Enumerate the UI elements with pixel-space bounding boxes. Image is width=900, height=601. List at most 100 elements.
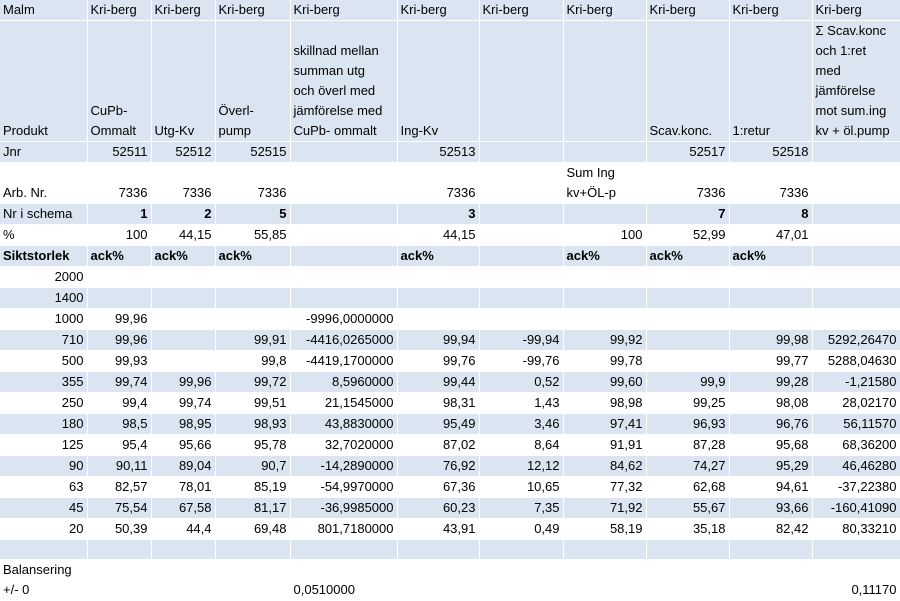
table-cell[interactable]: [646, 350, 730, 372]
table-cell[interactable]: 1: [87, 203, 152, 225]
table-cell[interactable]: 52513: [397, 141, 480, 163]
table-cell[interactable]: [290, 224, 398, 246]
table-cell[interactable]: -37,22380: [812, 476, 900, 498]
table-cell[interactable]: -14,2890000: [290, 455, 398, 477]
sieve-size[interactable]: 2000: [0, 266, 88, 288]
table-cell[interactable]: [290, 539, 398, 560]
table-cell[interactable]: Kri-berg: [812, 0, 900, 21]
table-cell[interactable]: [151, 559, 216, 601]
table-cell[interactable]: 99,74: [151, 392, 216, 414]
table-cell[interactable]: 89,04: [151, 455, 216, 477]
row-label[interactable]: %: [0, 224, 88, 246]
table-cell[interactable]: 67,58: [151, 497, 216, 519]
table-cell[interactable]: 97,41: [563, 413, 647, 435]
table-cell[interactable]: 62,68: [646, 476, 730, 498]
column-header[interactable]: Scav.konc.: [646, 20, 730, 142]
column-header[interactable]: skillnad mellan summan utg och överl med…: [290, 20, 398, 142]
column-header[interactable]: [563, 20, 647, 142]
table-cell[interactable]: [479, 203, 564, 225]
table-cell[interactable]: [563, 308, 647, 330]
table-cell[interactable]: [215, 308, 291, 330]
table-cell[interactable]: 99,28: [729, 371, 813, 393]
table-cell[interactable]: 99,4: [87, 392, 152, 414]
table-cell[interactable]: 99,91: [215, 329, 291, 351]
table-cell[interactable]: Kri-berg: [563, 0, 647, 21]
table-cell[interactable]: 82,57: [87, 476, 152, 498]
table-cell[interactable]: [87, 559, 152, 601]
table-cell[interactable]: 68,36200: [812, 434, 900, 456]
table-cell[interactable]: 99,76: [397, 350, 480, 372]
table-cell[interactable]: 56,11570: [812, 413, 900, 435]
table-cell[interactable]: [151, 266, 216, 288]
table-cell[interactable]: Kri-berg: [479, 0, 564, 21]
row-label[interactable]: Siktstorlek: [0, 245, 88, 267]
table-cell[interactable]: [812, 245, 900, 267]
table-cell[interactable]: 44,15: [397, 224, 480, 246]
table-cell[interactable]: 95,49: [397, 413, 480, 435]
table-cell[interactable]: Kri-berg: [646, 0, 730, 21]
table-cell[interactable]: 0,0510000: [290, 559, 398, 601]
table-cell[interactable]: 12,12: [479, 455, 564, 477]
table-cell[interactable]: [563, 266, 647, 288]
table-cell[interactable]: [290, 287, 398, 309]
table-cell[interactable]: [215, 559, 291, 601]
table-cell[interactable]: 95,29: [729, 455, 813, 477]
table-cell[interactable]: [151, 329, 216, 351]
table-cell[interactable]: [563, 539, 647, 560]
table-cell[interactable]: 85,19: [215, 476, 291, 498]
table-cell[interactable]: 96,93: [646, 413, 730, 435]
table-cell[interactable]: 99,51: [215, 392, 291, 414]
table-cell[interactable]: -54,9970000: [290, 476, 398, 498]
sieve-size[interactable]: 20: [0, 518, 88, 540]
table-cell[interactable]: Kri-berg: [215, 0, 291, 21]
table-cell[interactable]: 55,67: [646, 497, 730, 519]
table-cell[interactable]: 98,93: [215, 413, 291, 435]
table-cell[interactable]: 7336: [87, 162, 152, 204]
table-cell[interactable]: ack%: [563, 245, 647, 267]
table-cell[interactable]: [479, 245, 564, 267]
table-cell[interactable]: 21,1545000: [290, 392, 398, 414]
table-cell[interactable]: [479, 539, 564, 560]
table-cell[interactable]: 8,5960000: [290, 371, 398, 393]
table-cell[interactable]: 99,94: [397, 329, 480, 351]
table-cell[interactable]: Kri-berg: [397, 0, 480, 21]
sieve-size[interactable]: 355: [0, 371, 88, 393]
table-cell[interactable]: [563, 287, 647, 309]
table-cell[interactable]: [812, 266, 900, 288]
table-cell[interactable]: [290, 203, 398, 225]
table-cell[interactable]: 52518: [729, 141, 813, 163]
table-cell[interactable]: 52,99: [646, 224, 730, 246]
table-cell[interactable]: 99,44: [397, 371, 480, 393]
table-cell[interactable]: [397, 539, 480, 560]
table-cell[interactable]: [729, 539, 813, 560]
table-cell[interactable]: 99,60: [563, 371, 647, 393]
table-cell[interactable]: 98,95: [151, 413, 216, 435]
table-cell[interactable]: [563, 203, 647, 225]
column-header[interactable]: Utg-Kv: [151, 20, 216, 142]
row-label[interactable]: Arb. Nr.: [0, 162, 88, 204]
table-cell[interactable]: 46,46280: [812, 455, 900, 477]
table-cell[interactable]: [397, 287, 480, 309]
table-cell[interactable]: [646, 329, 730, 351]
table-cell[interactable]: 0,49: [479, 518, 564, 540]
column-header[interactable]: Ing-Kv: [397, 20, 480, 142]
table-cell[interactable]: 58,19: [563, 518, 647, 540]
table-cell[interactable]: 100: [563, 224, 647, 246]
table-cell[interactable]: 99,78: [563, 350, 647, 372]
table-cell[interactable]: 7336: [215, 162, 291, 204]
table-cell[interactable]: [646, 559, 730, 601]
table-cell[interactable]: [479, 287, 564, 309]
table-cell[interactable]: 7336: [646, 162, 730, 204]
table-cell[interactable]: 99,25: [646, 392, 730, 414]
table-cell[interactable]: [397, 308, 480, 330]
row-label[interactable]: Produkt: [0, 20, 88, 142]
table-cell[interactable]: 52512: [151, 141, 216, 163]
table-cell[interactable]: 7336: [397, 162, 480, 204]
sieve-size[interactable]: 63: [0, 476, 88, 498]
sieve-size[interactable]: 180: [0, 413, 88, 435]
table-cell[interactable]: 2: [151, 203, 216, 225]
table-cell[interactable]: 96,76: [729, 413, 813, 435]
table-cell[interactable]: 3: [397, 203, 480, 225]
table-cell[interactable]: Kri-berg: [151, 0, 216, 21]
table-cell[interactable]: 76,92: [397, 455, 480, 477]
